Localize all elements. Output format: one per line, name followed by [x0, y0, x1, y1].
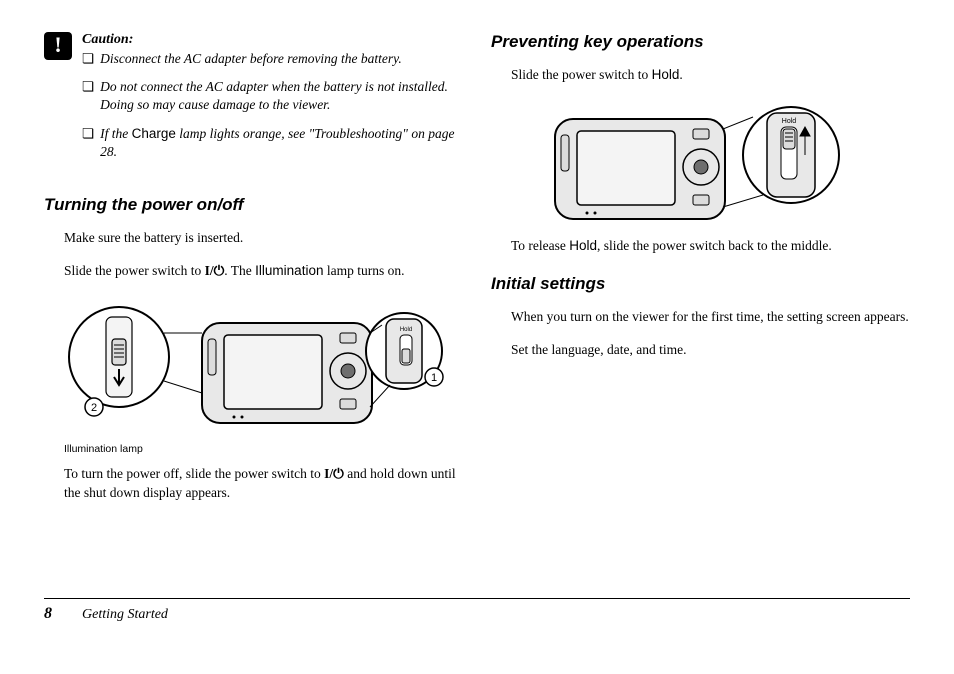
power-p2: Slide the power switch to I/⏻. The Illum…: [64, 262, 463, 281]
caution-text-2: Do not connect the AC adapter when the b…: [100, 78, 463, 114]
heading-power: Turning the power on/off: [44, 195, 463, 215]
prevent-p1: Slide the power switch to Hold.: [511, 66, 910, 85]
figure-hold: Hold: [541, 99, 910, 229]
power-icon-inline: I/⏻: [205, 263, 225, 278]
caution-item: ❏ Do not connect the AC adapter when the…: [82, 78, 463, 114]
power-p3: To turn the power off, slide the power s…: [64, 465, 463, 503]
heading-initial: Initial settings: [491, 274, 910, 294]
caution-text-1: Disconnect the AC adapter before removin…: [100, 50, 402, 68]
svg-text:1: 1: [431, 372, 437, 384]
footer-title: Getting Started: [82, 607, 168, 623]
power-icon-inline: I/⏻: [324, 466, 344, 481]
bullet-icon: ❏: [82, 78, 94, 114]
initial-p1: When you turn on the viewer for the firs…: [511, 308, 910, 327]
figure-caption: Illumination lamp: [64, 443, 463, 455]
left-column: ! Caution: ❏ Disconnect the AC adapter b…: [44, 32, 463, 598]
prevent-p2: To release Hold, slide the power switch …: [511, 237, 910, 256]
heading-prevent: Preventing key operations: [491, 32, 910, 52]
caution-body: Caution: ❏ Disconnect the AC adapter bef…: [82, 32, 463, 171]
page-footer: 8 Getting Started: [44, 598, 910, 623]
right-column: Preventing key operations Slide the powe…: [491, 32, 910, 598]
svg-text:2: 2: [91, 402, 97, 414]
bullet-icon: ❏: [82, 50, 94, 68]
caution-text-3: If the Charge lamp lights orange, see "T…: [100, 125, 463, 161]
caution-icon: !: [44, 32, 72, 60]
caution-item: ❏ If the Charge lamp lights orange, see …: [82, 125, 463, 161]
caution-block: ! Caution: ❏ Disconnect the AC adapter b…: [44, 32, 463, 171]
initial-p2: Set the language, date, and time.: [511, 341, 910, 360]
figure-power: 2: [64, 295, 463, 435]
caution-item: ❏ Disconnect the AC adapter before remov…: [82, 50, 463, 68]
bullet-icon: ❏: [82, 125, 94, 161]
caution-title: Caution:: [82, 32, 463, 48]
page-number: 8: [44, 605, 52, 623]
svg-text:Hold: Hold: [400, 327, 412, 333]
svg-text:Hold: Hold: [782, 118, 797, 125]
power-p1: Make sure the battery is inserted.: [64, 229, 463, 248]
